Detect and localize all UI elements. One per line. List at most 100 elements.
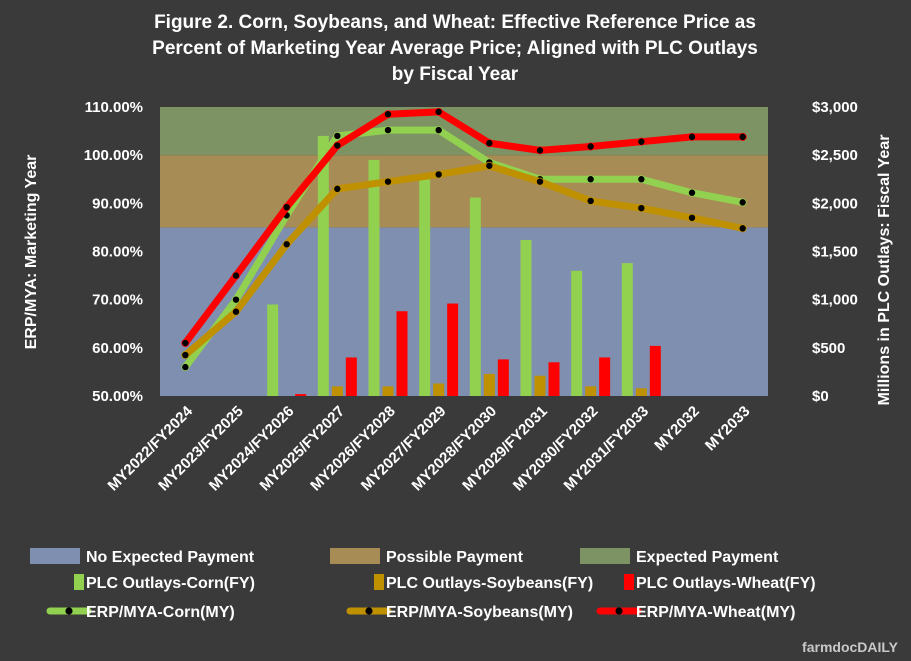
bar-s0-5 <box>419 178 431 396</box>
point-s1-8 <box>586 196 595 205</box>
point-s0-5 <box>434 126 443 135</box>
point-s2-10 <box>688 132 697 141</box>
point-s2-2 <box>282 203 291 212</box>
bar-s2-8 <box>599 357 611 396</box>
point-s1-10 <box>688 213 697 222</box>
legend-label-2: Expected Payment <box>636 549 779 566</box>
bar-s1-3 <box>331 386 343 396</box>
legend-label-8: ERP/MYA-Wheat(MY) <box>636 604 795 621</box>
legend-label-3: PLC Outlays-Corn(FY) <box>86 575 255 592</box>
bar-s0-8 <box>571 270 583 396</box>
bar-s1-8 <box>585 386 597 396</box>
right-tick-label: $2,500 <box>812 147 858 164</box>
bar-s2-4 <box>396 311 408 396</box>
legend-swatch-3 <box>74 574 84 590</box>
bar-s0-3 <box>317 135 329 396</box>
left-tick-label: 80.00% <box>92 244 143 261</box>
point-s2-6 <box>485 139 494 148</box>
chart-title-line-1: Figure 2. Corn, Soybeans, and Wheat: Eff… <box>154 12 756 33</box>
point-s2-11 <box>738 132 747 141</box>
legend-label-0: No Expected Payment <box>86 549 255 566</box>
point-s2-7 <box>536 146 545 155</box>
point-s2-4 <box>383 110 392 119</box>
legend-marker-6 <box>65 607 73 615</box>
bar-s1-6 <box>483 373 495 396</box>
point-s1-7 <box>536 177 545 186</box>
point-s2-0 <box>181 339 190 348</box>
point-s2-3 <box>333 141 342 150</box>
point-s1-0 <box>181 351 190 360</box>
legend-swatch-4 <box>374 574 384 590</box>
right-axis: $0 $500 $1,000 $1,500 $2,000 $2,500 $3,000 <box>812 99 858 405</box>
right-axis-label: Millions in PLC Outlays: Fiscal Year <box>876 135 893 406</box>
bar-s0-9 <box>621 263 633 396</box>
bar-s1-5 <box>433 383 445 396</box>
left-tick-label: 110.00% <box>85 99 143 116</box>
point-s0-9 <box>637 175 646 184</box>
brand-logo: farmdocDAILY <box>802 639 899 655</box>
legend: No Expected Payment Possible Payment Expec… <box>30 548 816 621</box>
plot-area <box>160 107 768 396</box>
point-s0-1 <box>231 295 240 304</box>
chart-title-line-2: Percent of Marketing Year Average Price;… <box>152 38 758 59</box>
point-s2-9 <box>637 137 646 146</box>
point-s1-1 <box>231 307 240 316</box>
bar-s0-4 <box>368 159 380 396</box>
legend-label-1: Possible Payment <box>386 549 524 566</box>
point-s1-6 <box>485 161 494 170</box>
bar-s2-3 <box>345 357 357 396</box>
legend-label-5: PLC Outlays-Wheat(FY) <box>636 575 816 592</box>
right-tick-label: $500 <box>812 340 845 357</box>
line-series-0 <box>181 126 747 371</box>
legend-swatch-2 <box>580 548 630 564</box>
left-tick-label: 70.00% <box>92 292 143 309</box>
legend-label-4: PLC Outlays-Soybeans(FY) <box>386 575 593 592</box>
bar-s0-7 <box>520 239 532 396</box>
point-s1-4 <box>383 177 392 186</box>
chart-title-line-3: by Fiscal Year <box>392 64 519 85</box>
left-tick-label: 50.00% <box>92 388 143 405</box>
left-tick-label: 60.00% <box>92 340 143 357</box>
left-tick-label: 90.00% <box>92 195 143 212</box>
bar-s0-2 <box>267 304 279 396</box>
point-s1-9 <box>637 204 646 213</box>
point-s0-11 <box>738 198 747 207</box>
point-s1-11 <box>738 224 747 233</box>
point-s0-3 <box>333 131 342 140</box>
bar-s1-9 <box>635 388 647 396</box>
point-s0-4 <box>383 126 392 135</box>
bar-s2-2 <box>295 394 307 396</box>
legend-swatch-1 <box>330 548 380 564</box>
bar-s2-6 <box>497 359 509 396</box>
line-series-1 <box>181 162 747 359</box>
legend-marker-7 <box>365 607 373 615</box>
left-axis-label: ERP/MYA: Marketing Year <box>23 155 40 350</box>
legend-label-6: ERP/MYA-Corn(MY) <box>86 604 235 621</box>
bar-s2-7 <box>548 362 560 396</box>
legend-label-7: ERP/MYA-Soybeans(MY) <box>386 604 573 621</box>
legend-swatch-5 <box>624 574 634 590</box>
right-tick-label: $3,000 <box>812 99 858 116</box>
bar-s2-5 <box>447 303 459 396</box>
point-s2-8 <box>586 142 595 151</box>
point-s1-3 <box>333 184 342 193</box>
bar-s1-4 <box>382 386 394 396</box>
legend-swatch-0 <box>30 548 80 564</box>
bar-s0-6 <box>469 197 481 396</box>
point-s1-5 <box>434 170 443 179</box>
right-tick-label: $1,000 <box>812 292 858 309</box>
right-tick-label: $2,000 <box>812 195 858 212</box>
right-tick-label: $1,500 <box>812 244 858 261</box>
point-s0-8 <box>586 175 595 184</box>
point-s2-5 <box>434 107 443 116</box>
left-axis: 50.00% 60.00% 70.00% 80.00% 90.00% 100.00% 110… <box>84 99 143 405</box>
legend-marker-8 <box>615 607 623 615</box>
point-s1-2 <box>282 240 291 249</box>
left-tick-label: 100.00% <box>84 147 143 164</box>
point-s0-0 <box>181 363 190 372</box>
point-s0-10 <box>688 188 697 197</box>
right-tick-label: $0 <box>812 388 829 405</box>
bar-s2-9 <box>649 345 661 396</box>
